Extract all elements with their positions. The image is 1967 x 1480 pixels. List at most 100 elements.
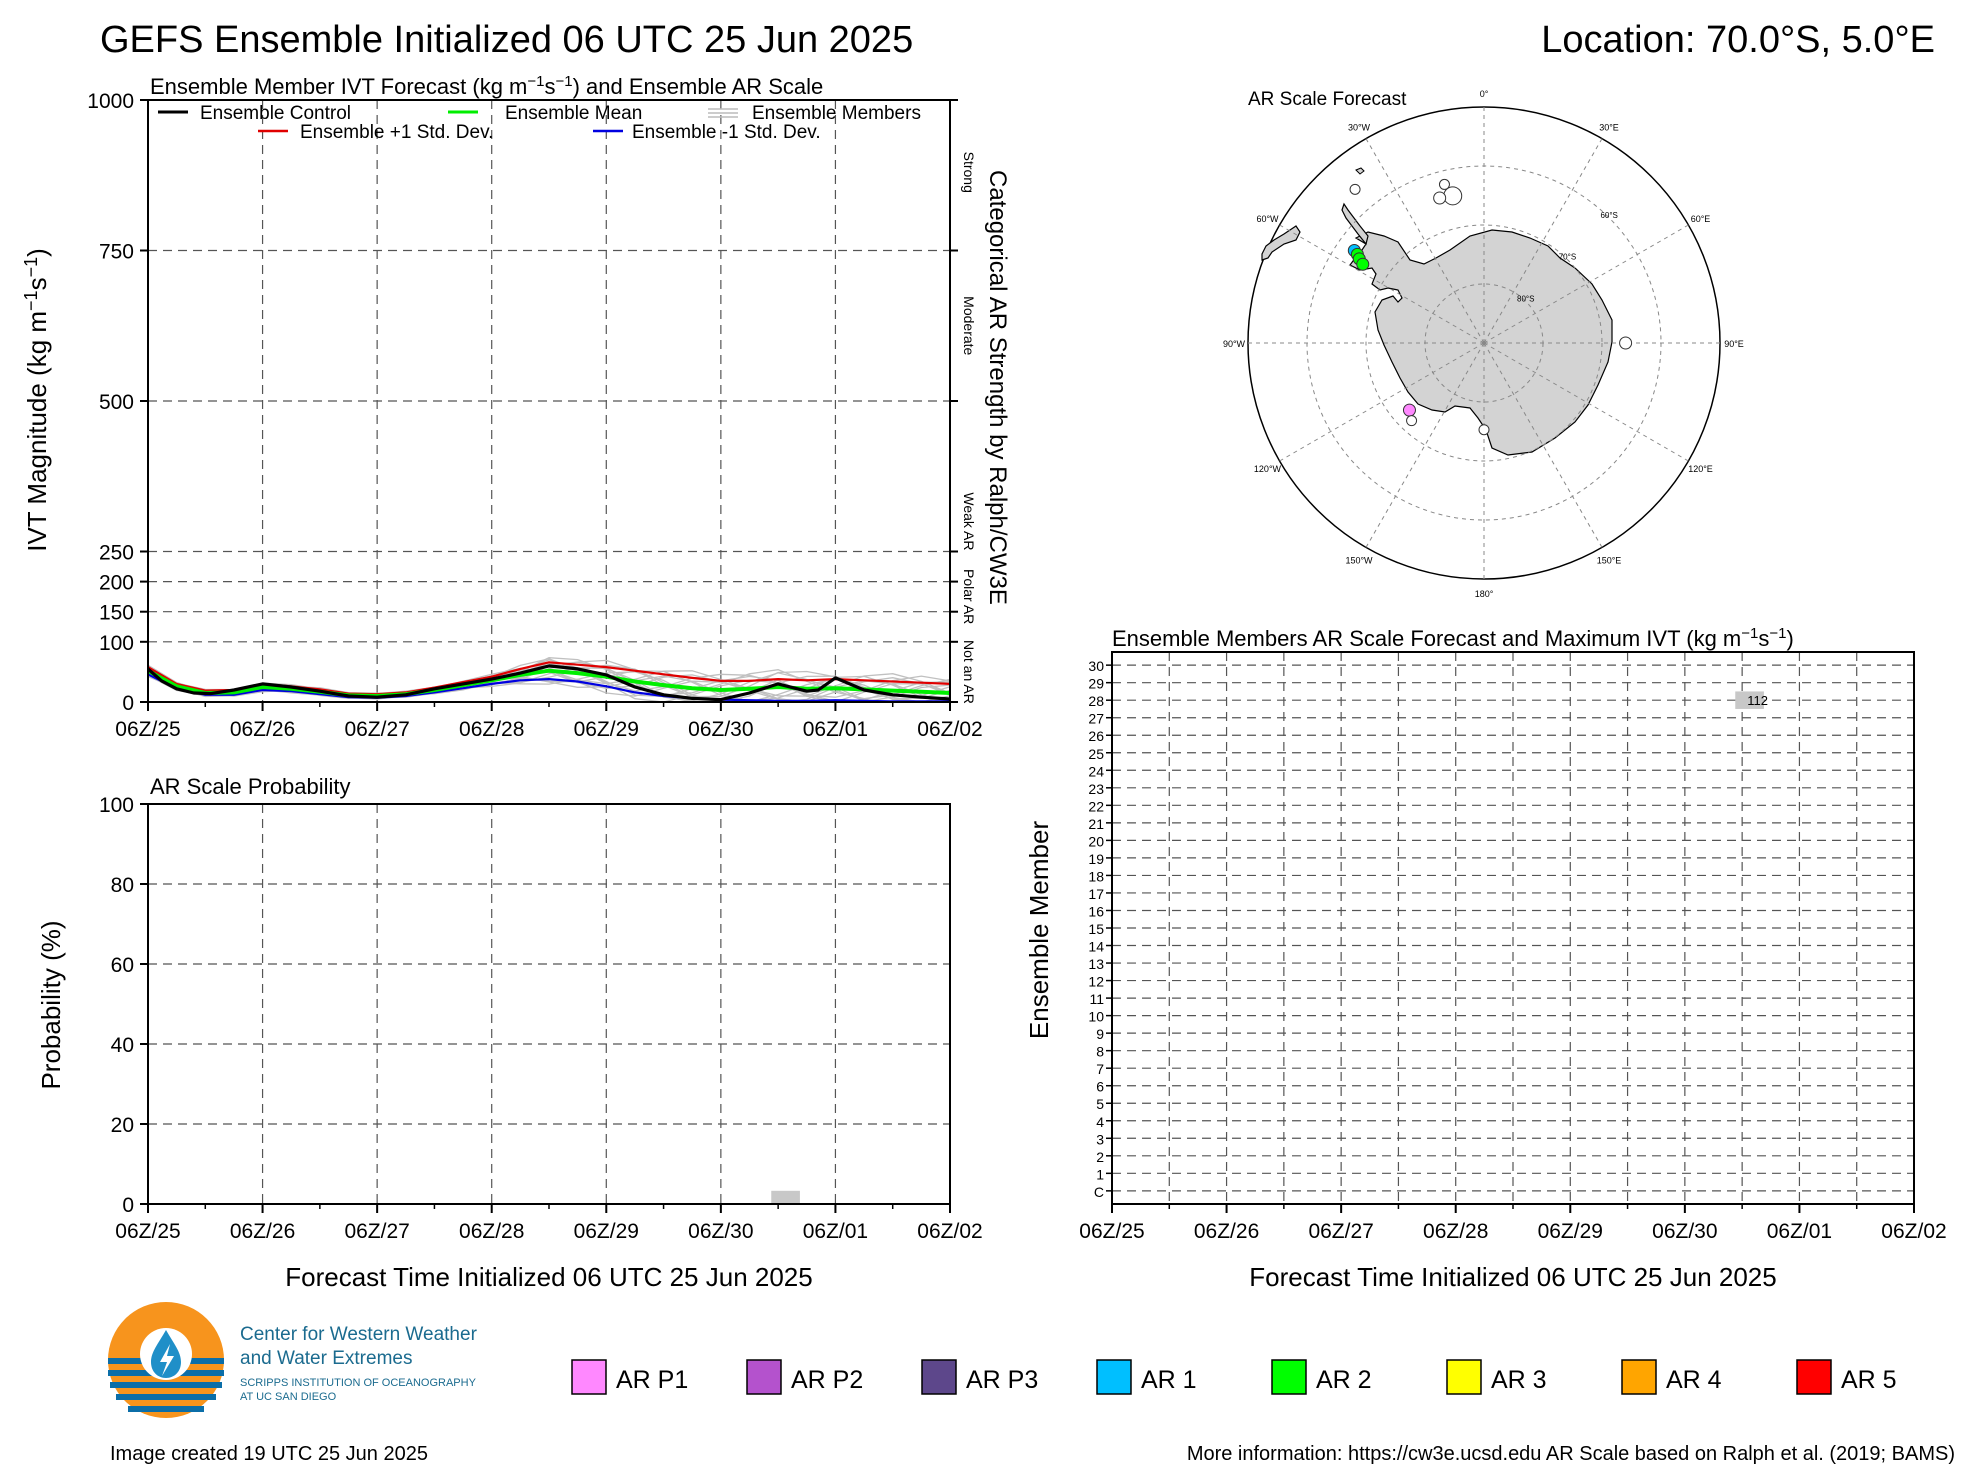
prob-xtick-label: 06Z/01 [803,1220,868,1243]
members-ytick-label: 10 [1088,1009,1104,1025]
map-longitude-label: 30°W [1348,122,1371,132]
legend-label: AR 4 [1666,1366,1722,1394]
members-ytick-label: 1 [1096,1166,1104,1182]
logo-line-4: AT UC SAN DIEGO [240,1391,337,1403]
members-xtick-label: 06Z/02 [1881,1220,1946,1243]
prob-ytick-label: 20 [111,1114,134,1137]
map-latitude-label: 80°S [1517,294,1534,303]
legend-minus-sd-label: Ensemble -1 Std. Dev. [632,122,821,143]
map-ar-marker [1406,415,1418,427]
ivt-xtick-label: 06Z/01 [803,718,868,741]
prob-plot-frame [147,803,951,1205]
location-label: Location: 70.0°S, 5.0°E [1541,19,1935,61]
members-ytick-label: C [1094,1184,1104,1200]
ivt-forecast-panel: Ensemble Member IVT Forecast (kg m−1s−1)… [21,73,1011,741]
members-xtick-label: 06Z/30 [1652,1220,1717,1243]
map-latitude-label: 70°S [1559,253,1576,262]
ivt-ylabel: IVT Magnitude (kg m−1s−1) [21,248,52,552]
logo-line-2: and Water Extremes [240,1348,412,1369]
prob-xtick-label: 06Z/28 [459,1220,524,1243]
prob-bar [771,1190,800,1204]
members-cell-label: 112 [1747,693,1768,708]
ivt-xtick-label: 06Z/02 [917,718,982,741]
members-xtick-label: 06Z/26 [1194,1220,1259,1243]
members-ytick-label: 21 [1088,816,1104,832]
members-xtick-label: 06Z/27 [1308,1220,1373,1243]
legend-swatch-ar-5 [1796,1359,1832,1395]
south-america-tip [1261,225,1301,261]
ivt-category-label: Strong [961,152,977,193]
members-ytick-label: 16 [1088,903,1104,919]
members-ylabel: Ensemble Member [1024,821,1054,1040]
prob-xlabel: Forecast Time Initialized 06 UTC 25 Jun … [285,1262,812,1292]
members-panel: Ensemble Members AR Scale Forecast and M… [1024,625,1947,1292]
legend-swatch-ar-p2 [746,1359,782,1395]
members-ytick-label: 26 [1088,728,1104,744]
prob-ylabel: Probability (%) [36,920,66,1089]
ivt-right-label: Categorical AR Strength by Ralph/CW3E [984,170,1011,605]
map-ar-marker [1356,257,1370,271]
map-ar-marker [1433,191,1447,205]
members-xtick-label: 06Z/29 [1538,1220,1603,1243]
members-ytick-label: 3 [1096,1131,1104,1147]
members-ytick-label: 13 [1088,956,1104,972]
legend-plus-sd-label: Ensemble +1 Std. Dev. [300,122,493,143]
members-ytick-label: 8 [1096,1044,1104,1060]
members-ytick-label: 5 [1096,1096,1104,1112]
falkland-islands [1355,167,1365,175]
map-ar-marker [1478,424,1490,436]
more-info-label: More information: https://cw3e.ucsd.edu … [1187,1443,1955,1465]
legend-swatch-ar-3 [1446,1359,1482,1395]
ivt-category-label: Weak AR [961,492,977,550]
ivt-ytick-label: 200 [99,572,134,595]
prob-xtick-label: 06Z/26 [230,1220,295,1243]
prob-ytick-label: 100 [99,794,134,817]
legend-swatch-ar-p1 [571,1359,607,1395]
prob-xtick-label: 06Z/25 [115,1220,180,1243]
ivt-ytick-label: 0 [122,692,134,715]
map-ar-marker [1349,183,1361,195]
legend-label: AR 1 [1141,1366,1197,1394]
map-longitude-label: 30°E [1599,122,1619,132]
legend-mean-label: Ensemble Mean [505,103,642,124]
ivt-title: Ensemble Member IVT Forecast (kg m−1s−1)… [150,73,823,99]
logo-line-1: Center for Western Weather [240,1324,478,1345]
logo-line-3: SCRIPPS INSTITUTION OF OCEANOGRAPHY [240,1377,477,1389]
members-ytick-label: 14 [1088,939,1104,955]
members-ytick-label: 25 [1088,746,1104,762]
created-label: Image created 19 UTC 25 Jun 2025 [110,1443,428,1465]
members-ytick-label: 12 [1088,974,1104,990]
legend-control-label: Ensemble Control [200,103,351,124]
cw3e-logo: Center for Western Weather and Water Ext… [108,1302,478,1418]
map-title: AR Scale Forecast [1248,89,1407,110]
map-longitude-label: 0° [1480,89,1489,99]
members-ytick-label: 29 [1088,676,1104,692]
map-ar-marker [1438,178,1450,190]
ivt-xtick-label: 06Z/27 [344,718,409,741]
map-longitude-label: 90°E [1724,339,1744,349]
main-title: GEFS Ensemble Initialized 06 UTC 25 Jun … [100,19,913,61]
legend-label: AR 2 [1316,1366,1372,1394]
legend-label: AR 5 [1841,1366,1897,1394]
legend-swatch-ar-p3 [921,1359,957,1395]
probability-panel: AR Scale Probability 0 20 40 60 80 100 06Z/25… [36,774,983,1292]
members-ytick-label: 27 [1088,711,1104,727]
ivt-ytick-label: 500 [99,391,134,414]
ivt-ytick-label: 1000 [87,90,134,113]
prob-xtick-label: 06Z/27 [344,1220,409,1243]
members-ytick-label: 15 [1088,921,1104,937]
prob-title: AR Scale Probability [150,774,351,799]
legend-members-label: Ensemble Members [752,103,921,124]
prob-xtick-label: 06Z/02 [917,1220,982,1243]
members-ytick-label: 19 [1088,851,1104,867]
legend-label: AR P1 [616,1366,688,1394]
members-ytick-label: 22 [1088,798,1104,814]
ar-scale-legend: AR P1 AR P2 AR P3 AR 1 AR 2 AR 3 AR 4 AR 5 [571,1359,1897,1395]
map-ar-marker [1443,186,1463,206]
prob-ytick-label: 60 [111,954,134,977]
members-ytick-label: 30 [1088,658,1104,674]
map-ar-marker [1619,336,1633,350]
map-longitude-label: 60°W [1256,214,1279,224]
members-ytick-label: 24 [1088,763,1104,779]
